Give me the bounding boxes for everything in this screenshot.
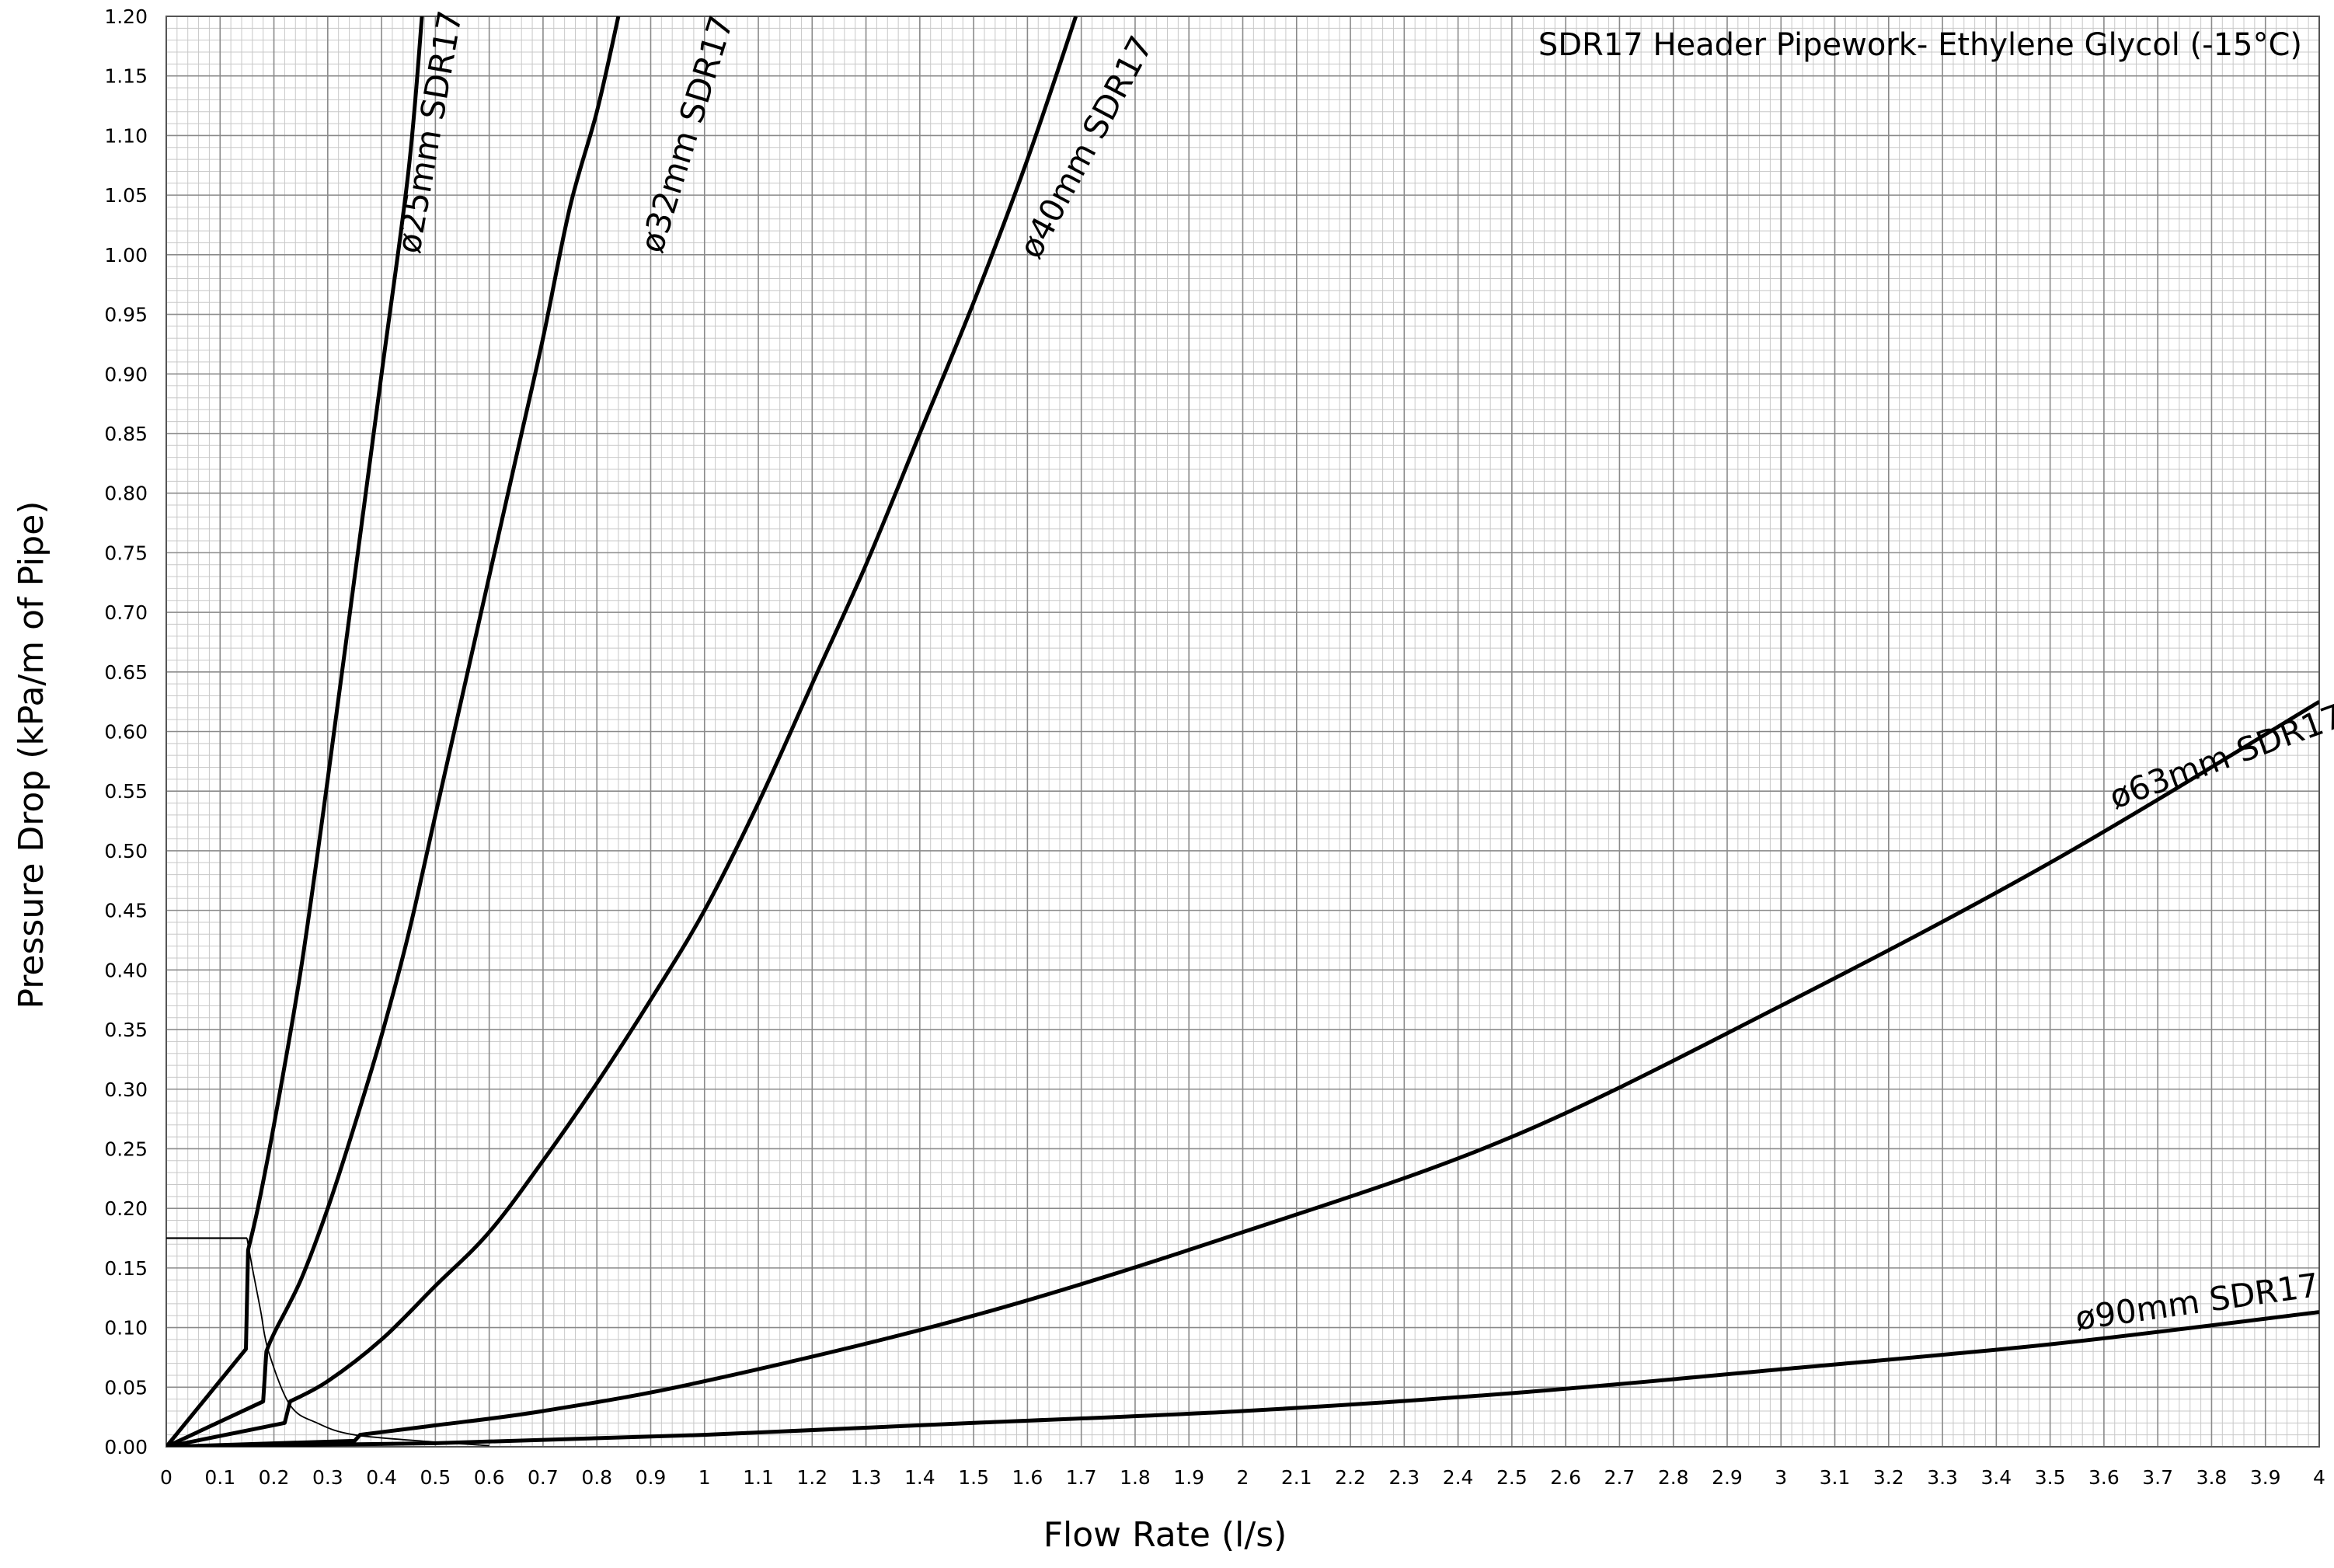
y-tick-label: 0.40 — [104, 959, 148, 981]
x-axis-title: Flow Rate (l/s) — [1043, 1515, 1287, 1555]
y-tick-label: 0.45 — [104, 900, 148, 922]
series-lines — [166, 16, 2319, 1447]
x-tick-label: 3.8 — [2196, 1466, 2228, 1489]
x-tick-label: 4 — [2313, 1466, 2325, 1489]
x-tick-label: 1.5 — [958, 1466, 989, 1489]
series-line-2 — [166, 16, 621, 1447]
y-tick-label: 0.30 — [104, 1078, 148, 1101]
x-tick-label: 1.4 — [904, 1466, 935, 1489]
x-tick-label: 1.2 — [796, 1466, 827, 1489]
x-tick-label: 0.4 — [366, 1466, 397, 1489]
y-tick-label: 0.75 — [104, 542, 148, 564]
y-tick-label: 0.15 — [104, 1257, 148, 1280]
x-tick-label: 3.5 — [2035, 1466, 2066, 1489]
y-tick-label: 0.80 — [104, 483, 148, 505]
series-line-4 — [166, 699, 2319, 1447]
y-tick-label: 0.65 — [104, 661, 148, 684]
transition-curve — [246, 1238, 489, 1447]
series-line-1 — [166, 16, 424, 1447]
x-tick-label: 3.2 — [1873, 1466, 1904, 1489]
y-tick-label: 0.85 — [104, 423, 148, 445]
major-gridlines — [165, 16, 2320, 1448]
x-tick-label: 1.6 — [1012, 1466, 1043, 1489]
x-tick-label: 3.6 — [2088, 1466, 2120, 1489]
y-tick-label: 1.05 — [104, 184, 148, 207]
x-tick-label: 1.1 — [743, 1466, 774, 1489]
chart-title: SDR17 Header Pipework- Ethylene Glycol (… — [1538, 27, 2302, 63]
y-tick-label: 0.90 — [104, 363, 148, 385]
x-tick-label: 2.8 — [1658, 1466, 1689, 1489]
series-line-5 — [166, 1310, 2319, 1447]
x-tick-label: 0.3 — [312, 1466, 343, 1489]
x-tick-label: 2.3 — [1388, 1466, 1420, 1489]
x-tick-label: 3.1 — [1820, 1466, 1851, 1489]
x-tick-label: 3 — [1775, 1466, 1787, 1489]
plot-frame — [165, 16, 2320, 1448]
x-tick-label: 1 — [698, 1466, 711, 1489]
x-tick-label: 0.1 — [204, 1466, 235, 1489]
x-tick-label: 2.5 — [1496, 1466, 1528, 1489]
y-tick-label: 0.55 — [104, 780, 148, 803]
x-tick-label: 3.7 — [2142, 1466, 2173, 1489]
x-tick-label: 0.2 — [259, 1466, 290, 1489]
y-tick-label: 1.00 — [104, 244, 148, 267]
x-tick-label: 2.2 — [1335, 1466, 1366, 1489]
series-line-3 — [166, 16, 1078, 1447]
annotations — [166, 1237, 489, 1447]
x-tick-label: 0.5 — [420, 1466, 451, 1489]
x-axis-tick-labels: 0 0.1 0.2 0.3 0.4 0.5 0.6 0.7 0.8 0.9 1 1.1 1.2 1.3 1.… — [160, 1466, 2325, 1489]
x-tick-label: 0 — [160, 1466, 172, 1489]
y-tick-label: 0.95 — [104, 304, 148, 326]
x-tick-label: 2 — [1237, 1466, 1249, 1489]
x-tick-label: 1.3 — [851, 1466, 882, 1489]
x-tick-label: 3.9 — [2250, 1466, 2281, 1489]
x-tick-label: 1.8 — [1120, 1466, 1151, 1489]
y-tick-label: 0.05 — [104, 1376, 148, 1399]
y-tick-label: 1.20 — [104, 5, 148, 28]
x-tick-label: 1.7 — [1066, 1466, 1097, 1489]
y-tick-label: 0.50 — [104, 840, 148, 862]
x-tick-label: 0.9 — [636, 1466, 667, 1489]
x-tick-label: 3.4 — [1980, 1466, 2012, 1489]
y-tick-label: 0.00 — [104, 1436, 148, 1458]
x-tick-label: 0.8 — [581, 1466, 612, 1489]
y-tick-label: 0.70 — [104, 601, 148, 624]
x-tick-label: 2.1 — [1281, 1466, 1312, 1489]
x-tick-label: 0.7 — [528, 1466, 559, 1489]
x-tick-label: 2.7 — [1604, 1466, 1636, 1489]
x-tick-label: 2.9 — [1712, 1466, 1743, 1489]
y-tick-label: 1.10 — [104, 124, 148, 147]
y-tick-label: 0.10 — [104, 1317, 148, 1340]
y-axis-title: Pressure Drop (kPa/m of Pipe) — [12, 501, 51, 1009]
x-tick-label: 1.9 — [1173, 1466, 1204, 1489]
y-tick-label: 0.25 — [104, 1138, 148, 1160]
y-tick-label: 0.35 — [104, 1019, 148, 1041]
y-tick-label: 0.60 — [104, 721, 148, 744]
y-tick-label: 0.20 — [104, 1197, 148, 1220]
y-tick-label: 1.15 — [104, 65, 148, 88]
x-tick-label: 2.6 — [1550, 1466, 1581, 1489]
x-tick-label: 0.6 — [474, 1466, 505, 1489]
y-axis-tick-labels: 0.00 0.05 0.10 0.15 0.20 0.25 0.30 0.35 0.40 0.45… — [104, 5, 148, 1458]
x-tick-label: 3.3 — [1927, 1466, 1958, 1489]
x-tick-label: 2.4 — [1443, 1466, 1474, 1489]
